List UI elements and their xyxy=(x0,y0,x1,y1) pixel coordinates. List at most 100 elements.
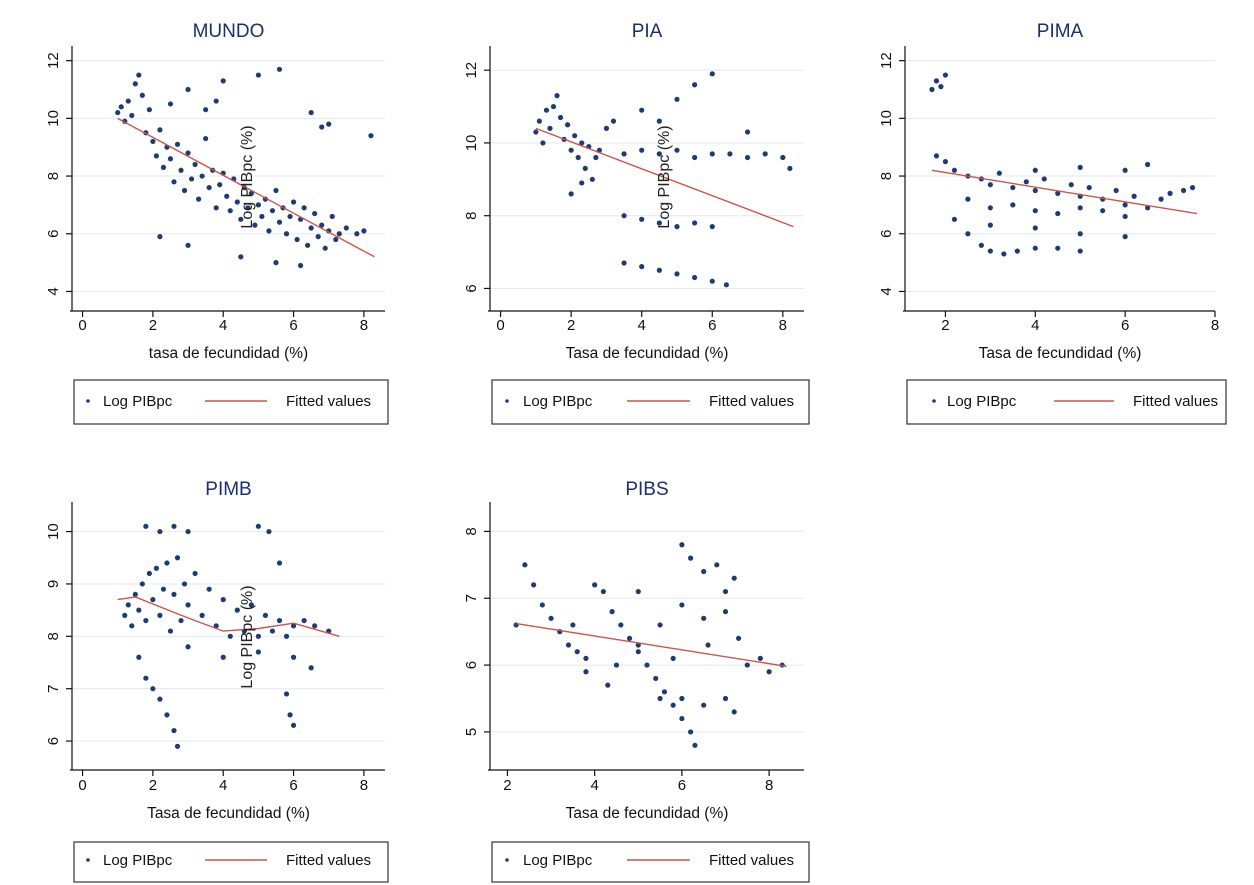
data-point xyxy=(368,133,374,139)
data-point xyxy=(951,167,958,173)
data-point xyxy=(326,121,332,127)
data-point xyxy=(343,225,349,231)
x-tick-label: 0 xyxy=(78,317,86,334)
data-point xyxy=(533,129,539,135)
data-point xyxy=(709,224,715,230)
data-point xyxy=(157,612,163,618)
data-point xyxy=(722,588,729,595)
data-point xyxy=(570,622,576,628)
y-tick-label: 6 xyxy=(463,661,480,669)
x-tick-label: 0 xyxy=(496,317,504,334)
data-point xyxy=(714,562,720,568)
data-point xyxy=(157,528,163,535)
data-point xyxy=(185,150,191,156)
data-point xyxy=(297,262,304,269)
data-point xyxy=(129,112,135,119)
data-point xyxy=(167,101,174,107)
data-point xyxy=(639,107,645,113)
y-tick-label: 5 xyxy=(463,728,480,736)
data-point xyxy=(255,523,261,529)
data-point xyxy=(1158,196,1164,202)
y-tick-label: 9 xyxy=(45,580,62,588)
data-point xyxy=(709,151,715,157)
legend-label: Log PIBpc xyxy=(523,852,593,869)
data-point xyxy=(167,156,174,162)
data-point xyxy=(575,154,581,161)
data-point xyxy=(276,219,283,225)
data-point xyxy=(220,597,226,603)
data-point xyxy=(661,689,668,695)
legend-label: Log PIBpc xyxy=(523,393,593,410)
data-point xyxy=(1032,245,1038,251)
data-point xyxy=(136,72,142,78)
data-point xyxy=(692,154,698,161)
data-point xyxy=(1010,184,1016,191)
data-point xyxy=(780,154,786,161)
data-point xyxy=(744,129,751,135)
data-point xyxy=(987,248,993,254)
data-point xyxy=(522,562,528,568)
data-point xyxy=(987,205,993,211)
data-point xyxy=(568,191,574,197)
data-point xyxy=(203,135,209,142)
data-point xyxy=(115,109,121,116)
data-point xyxy=(167,628,174,634)
data-point xyxy=(572,133,578,139)
data-point xyxy=(290,654,297,660)
data-point xyxy=(701,615,707,621)
legend-point-marker xyxy=(505,399,509,403)
fitted-line xyxy=(117,117,375,258)
y-tick-label: 8 xyxy=(463,527,480,535)
data-point xyxy=(592,582,598,588)
data-point xyxy=(547,125,553,131)
data-point xyxy=(290,623,297,629)
data-point xyxy=(276,617,283,624)
data-point xyxy=(206,586,212,592)
y-tick-label: 8 xyxy=(45,632,62,640)
data-point xyxy=(653,675,659,682)
data-point xyxy=(213,205,219,211)
chart-title: PIBS xyxy=(625,479,668,500)
x-tick-label: 0 xyxy=(78,777,86,794)
data-point xyxy=(164,560,170,566)
x-axis-label: Tasa de fecundidad (%) xyxy=(147,805,310,822)
data-point xyxy=(157,127,163,133)
data-point xyxy=(308,109,314,116)
data-point xyxy=(626,635,633,641)
data-point xyxy=(174,141,181,147)
y-axis-label: Log PIBpc (%) xyxy=(239,125,256,228)
data-point xyxy=(139,581,145,587)
data-point xyxy=(1055,210,1061,217)
legend-point-marker xyxy=(505,858,509,862)
data-point xyxy=(744,154,751,161)
data-point xyxy=(731,709,737,715)
data-point xyxy=(644,662,650,668)
data-point xyxy=(1032,187,1038,194)
data-point xyxy=(727,151,733,157)
y-tick-label: 6 xyxy=(45,737,62,745)
data-point xyxy=(929,86,935,93)
data-point xyxy=(171,523,177,529)
data-point xyxy=(635,588,641,595)
data-point xyxy=(171,727,177,734)
legend-box xyxy=(906,379,1227,425)
data-point xyxy=(621,260,627,266)
data-point xyxy=(308,225,314,231)
data-point xyxy=(579,180,585,186)
data-point xyxy=(933,78,940,84)
data-point xyxy=(554,93,560,99)
data-point xyxy=(255,202,261,208)
legend-label: Log PIBpc xyxy=(103,852,173,869)
x-tick-label: 8 xyxy=(360,317,368,334)
data-point xyxy=(174,743,181,749)
data-point xyxy=(224,193,230,199)
data-point xyxy=(557,114,564,121)
data-point xyxy=(220,78,226,84)
data-point xyxy=(199,173,205,179)
data-point xyxy=(543,107,550,113)
data-point xyxy=(319,124,325,130)
y-tick-label: 4 xyxy=(45,287,62,295)
x-tick-label: 4 xyxy=(1031,317,1039,334)
data-point xyxy=(185,86,191,93)
